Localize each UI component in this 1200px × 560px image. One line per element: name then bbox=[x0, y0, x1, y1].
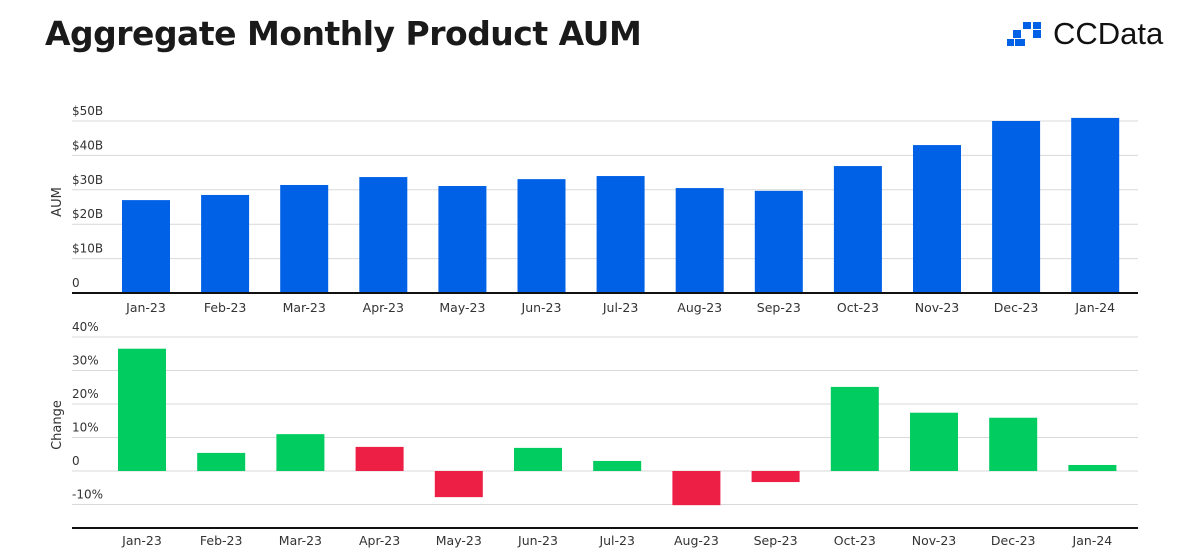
x-tick-label: Mar-23 bbox=[283, 300, 326, 315]
x-tick-label: Dec-23 bbox=[991, 533, 1036, 548]
bar-jul-23 bbox=[593, 460, 642, 471]
y-tick-label: 40% bbox=[72, 320, 99, 334]
y-tick-label: $40B bbox=[72, 138, 103, 152]
x-tick-label: Jan-24 bbox=[1072, 533, 1113, 548]
bar-jun-23 bbox=[517, 179, 566, 293]
x-tick-label: Jun-23 bbox=[517, 533, 558, 548]
bar-nov-23 bbox=[913, 145, 961, 293]
x-tick-label: Jun-23 bbox=[521, 300, 562, 315]
x-tick-label: Mar-23 bbox=[279, 533, 322, 548]
y-axis-label: AUM bbox=[50, 187, 65, 217]
x-tick-label: Jan-23 bbox=[121, 533, 162, 548]
bar-may-23 bbox=[438, 186, 487, 293]
y-tick-label: $30B bbox=[72, 173, 103, 187]
x-tick-label: Oct-23 bbox=[837, 300, 879, 315]
x-tick-label: Apr-23 bbox=[359, 533, 400, 548]
x-tick-label: Jan-24 bbox=[1074, 300, 1115, 315]
bar-aug-23 bbox=[675, 188, 724, 293]
y-tick-label: 0 bbox=[72, 454, 80, 468]
x-tick-label: Nov-23 bbox=[915, 300, 959, 315]
x-tick-label: Oct-23 bbox=[834, 533, 876, 548]
bar-jan-23 bbox=[122, 200, 170, 293]
bar-nov-23 bbox=[910, 412, 958, 471]
bar-jan-23 bbox=[118, 348, 166, 471]
bar-sep-23 bbox=[751, 471, 800, 483]
x-tick-label: Sep-23 bbox=[754, 533, 798, 548]
bar-mar-23 bbox=[276, 434, 325, 471]
x-tick-label: Aug-23 bbox=[674, 533, 719, 548]
y-tick-label: 10% bbox=[72, 421, 99, 435]
bar-jan-24 bbox=[1068, 464, 1117, 471]
bar-dec-23 bbox=[989, 417, 1038, 471]
bar-oct-23 bbox=[830, 386, 879, 471]
bar-may-23 bbox=[434, 471, 483, 498]
x-tick-label: Dec-23 bbox=[994, 300, 1039, 315]
y-tick-label: -10% bbox=[72, 488, 103, 502]
x-tick-label: Jul-23 bbox=[598, 533, 635, 548]
x-tick-label: Feb-23 bbox=[200, 533, 243, 548]
x-tick-label: Jul-23 bbox=[602, 300, 639, 315]
chart-title: Aggregate Monthly Product AUM bbox=[45, 14, 642, 53]
x-tick-label: Feb-23 bbox=[204, 300, 247, 315]
brand-name: CCData bbox=[1053, 16, 1164, 51]
bar-jan-24 bbox=[1071, 117, 1120, 294]
y-axis-label: Change bbox=[50, 400, 65, 450]
y-tick-label: $10B bbox=[72, 242, 103, 256]
x-tick-label: Sep-23 bbox=[757, 300, 801, 315]
y-tick-label: 20% bbox=[72, 387, 99, 401]
x-tick-label: Nov-23 bbox=[912, 533, 956, 548]
x-tick-label: Aug-23 bbox=[677, 300, 722, 315]
bar-sep-23 bbox=[754, 190, 803, 293]
bar-aug-23 bbox=[672, 471, 721, 506]
y-tick-label: $50B bbox=[72, 104, 103, 118]
bar-apr-23 bbox=[355, 446, 404, 471]
bar-feb-23 bbox=[197, 452, 246, 471]
bar-feb-23 bbox=[201, 194, 250, 293]
x-tick-label: May-23 bbox=[436, 533, 482, 548]
bar-oct-23 bbox=[833, 166, 882, 293]
bar-jun-23 bbox=[514, 447, 562, 471]
bar-apr-23 bbox=[359, 177, 408, 293]
x-tick-label: May-23 bbox=[439, 300, 485, 315]
y-tick-label: 30% bbox=[72, 354, 99, 368]
ccdata-logo-icon bbox=[1007, 22, 1041, 46]
brand-logo: CCData bbox=[1005, 16, 1163, 52]
x-tick-label: Apr-23 bbox=[363, 300, 404, 315]
y-tick-label: $20B bbox=[72, 207, 103, 221]
y-tick-label: 0 bbox=[72, 276, 80, 290]
bar-jul-23 bbox=[596, 176, 645, 293]
bar-dec-23 bbox=[992, 121, 1041, 293]
bar-mar-23 bbox=[280, 184, 329, 293]
x-tick-label: Jan-23 bbox=[125, 300, 166, 315]
